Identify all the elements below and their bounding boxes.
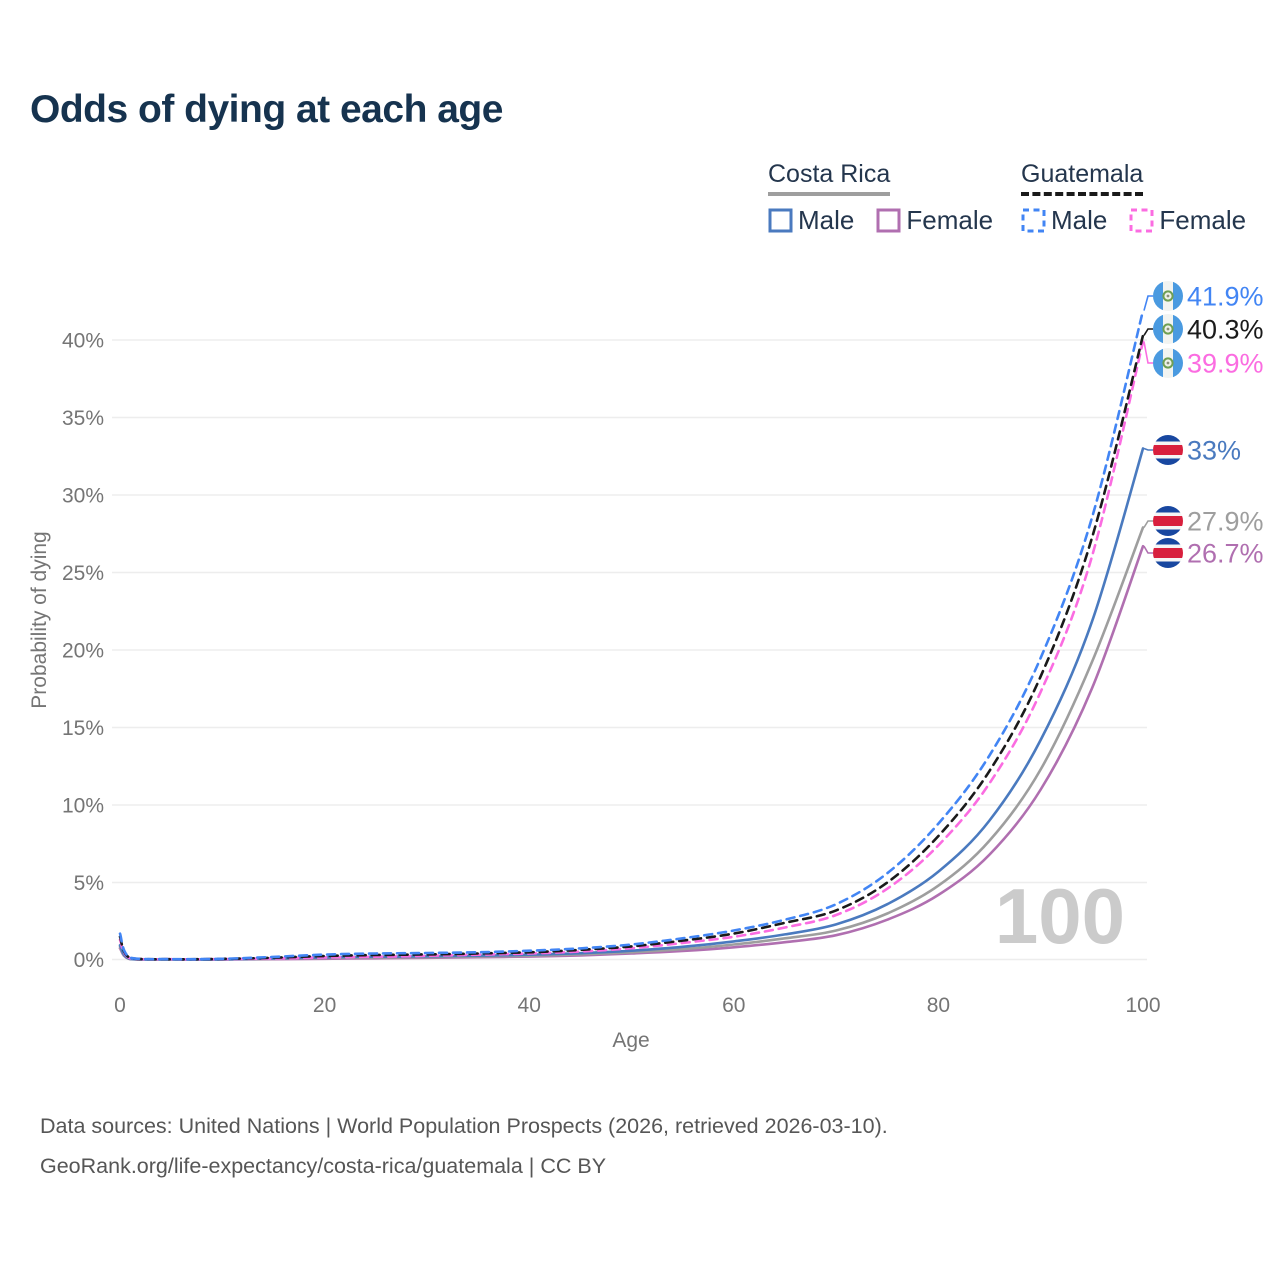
end-label-value: 33% [1187, 436, 1241, 466]
legend-swatch-solid-male-icon [768, 208, 793, 233]
legend-item-label: Male [798, 205, 855, 235]
legend-swatch-dashed-male-icon [1021, 208, 1046, 233]
y-tick-25%: 25% [62, 562, 104, 585]
guatemala-flag-icon [1153, 281, 1183, 311]
x-tick-40: 40 [518, 994, 541, 1017]
leader-line [1143, 447, 1153, 451]
leader-line [1143, 328, 1153, 336]
guatemala-flag-icon [1153, 314, 1183, 344]
legend-swatch-solid-female-icon [876, 208, 901, 233]
series-line-guatemala-female [118, 340, 1145, 961]
end-labels: 26.7%27.9% 33% 39.9% 40.3%41.9% [1143, 281, 1264, 569]
end-label-costa-rica-female: 26.7% [1143, 538, 1264, 569]
leader-line [1143, 545, 1153, 554]
leader-line [1143, 520, 1153, 528]
x-tick-80: 80 [927, 994, 950, 1017]
legend-item-costa-rica-male: Male [768, 205, 854, 236]
legend-item-costa-rica-female: Female [876, 205, 993, 236]
end-label-value: 26.7% [1187, 539, 1264, 569]
y-tick-40%: 40% [62, 330, 104, 353]
y-tick-15%: 15% [62, 717, 104, 740]
gridlines [112, 339, 1147, 961]
x-axis-ticks: 0 20 40 60 80 100 [114, 994, 1160, 1017]
end-label-value: 39.9% [1187, 349, 1264, 379]
series-lines [118, 309, 1145, 961]
x-tick-60: 60 [722, 994, 745, 1017]
x-tick-20: 20 [313, 994, 336, 1017]
legend-item-guatemala-female: Female [1129, 205, 1246, 236]
legend-group-costa-rica: Costa Rica Male Female [768, 160, 993, 236]
leader-line [1143, 341, 1153, 364]
series-line-guatemala-combined [118, 334, 1145, 961]
costa-rica-flag-icon [1153, 435, 1183, 465]
y-axis-ticks: 0% 5% 10% 15% 20% 25% 30% 35% 40% [62, 330, 104, 973]
y-tick-0%: 0% [74, 949, 104, 972]
series-line-costa-rica-female [118, 544, 1145, 961]
x-tick-100: 100 [1125, 994, 1160, 1017]
y-tick-35%: 35% [62, 407, 104, 430]
end-label-value: 41.9% [1187, 282, 1264, 312]
footer-source-line: Data sources: United Nations | World Pop… [40, 1114, 888, 1138]
legend-item-guatemala-male: Male [1021, 205, 1107, 236]
footer-link-line: GeoRank.org/life-expectancy/costa-rica/g… [40, 1154, 607, 1178]
y-tick-5%: 5% [74, 872, 104, 895]
legend-country-label-costa-rica: Costa Rica [768, 160, 891, 196]
y-tick-20%: 20% [62, 640, 104, 663]
costa-rica-flag-icon [1153, 506, 1183, 536]
guatemala-flag-icon [1153, 348, 1183, 378]
legend-item-label: Female [1159, 205, 1247, 235]
legend-swatch-dashed-female-icon [1129, 208, 1154, 233]
series-line-costa-rica-combined [118, 526, 1145, 961]
footer: Data sources: United Nations | World Pop… [40, 1106, 888, 1186]
x-axis-title: Age [612, 1029, 649, 1052]
legend-group-guatemala: Guatemala Male Female [1021, 160, 1246, 236]
end-label-guatemala-combined: 40.3% [1143, 314, 1264, 345]
legend-country-label-guatemala: Guatemala [1021, 160, 1144, 196]
end-label-guatemala-male: 41.9% [1143, 281, 1264, 312]
page-title: Odds of dying at each age [30, 88, 503, 131]
x-tick-0: 0 [114, 994, 126, 1017]
end-label-value: 27.9% [1187, 507, 1264, 537]
y-tick-10%: 10% [62, 795, 104, 818]
end-label-costa-rica-combined: 27.9% [1143, 506, 1264, 537]
y-axis-title: Probability of dying [28, 531, 51, 708]
series-line-costa-rica-male [118, 447, 1145, 961]
end-label-costa-rica-male: 33% [1143, 435, 1241, 466]
end-label-guatemala-female: 39.9% [1143, 341, 1264, 379]
legend-item-label: Male [1051, 205, 1108, 235]
y-tick-30%: 30% [62, 485, 104, 508]
leader-line [1143, 295, 1153, 311]
end-label-value: 40.3% [1187, 315, 1264, 345]
legend-item-label: Female [906, 205, 994, 235]
series-line-guatemala-male [118, 309, 1145, 961]
costa-rica-flag-icon [1153, 538, 1183, 568]
watermark-age-100: 100 [995, 872, 1125, 960]
